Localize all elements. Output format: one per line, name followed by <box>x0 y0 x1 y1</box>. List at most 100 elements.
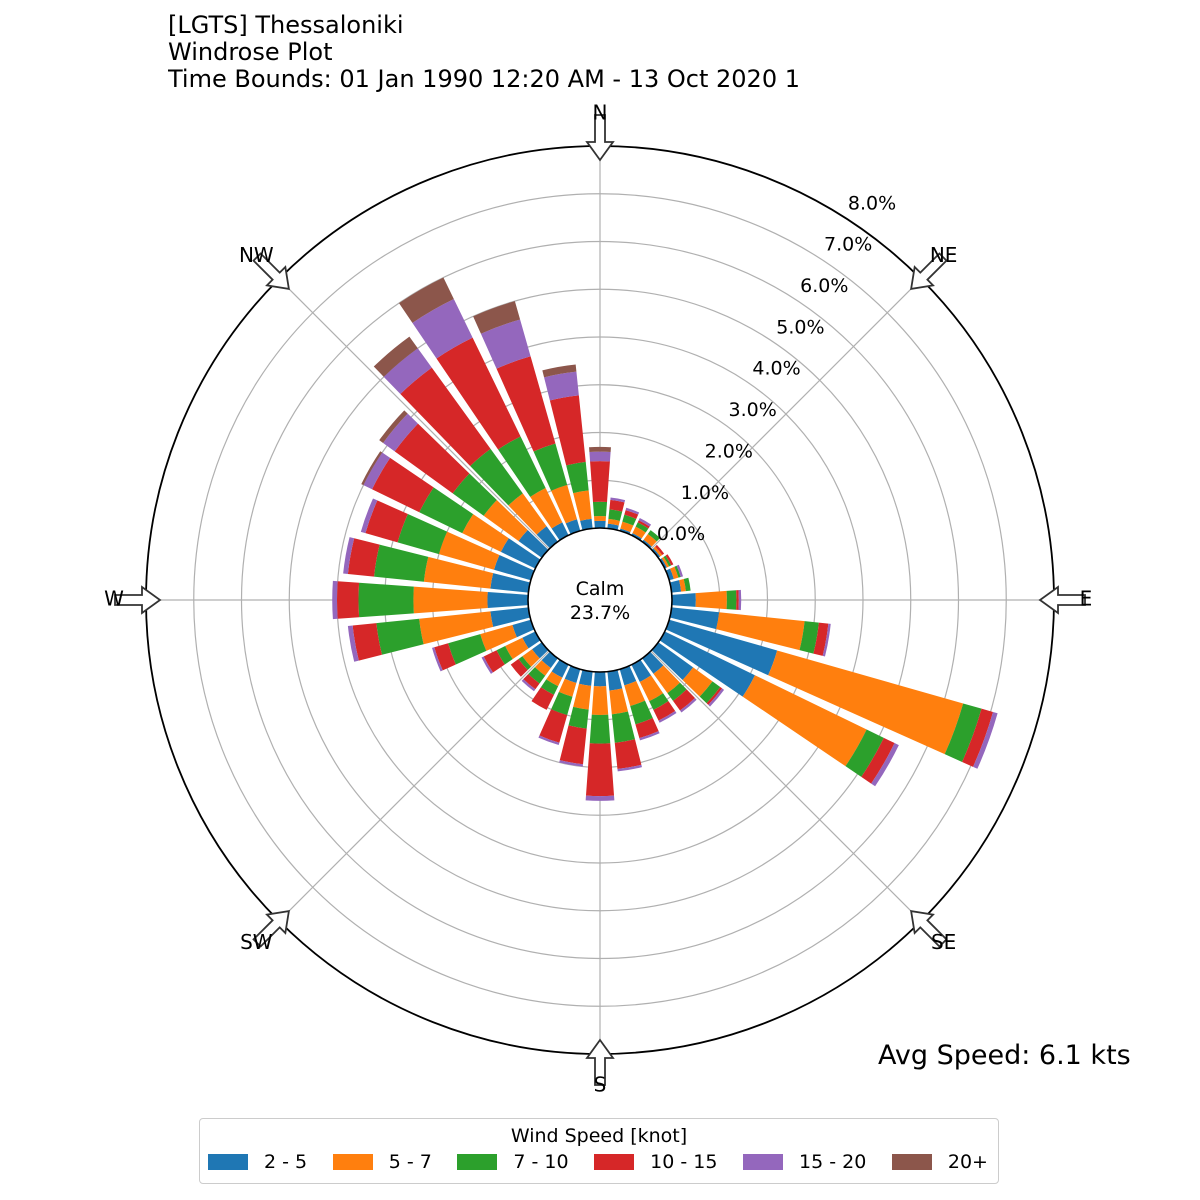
wind-bar-segment <box>632 526 646 539</box>
wind-bar-segment <box>423 556 494 589</box>
wind-bar-segment <box>653 701 676 721</box>
wind-bar-segment <box>373 336 418 377</box>
wind-bar-segment <box>822 623 831 657</box>
radial-tick-label: 8.0% <box>848 192 896 214</box>
wind-bar-segment <box>639 675 664 702</box>
legend-swatch <box>594 1154 635 1170</box>
compass-label: S <box>594 1073 607 1097</box>
wind-bar-segment <box>399 277 454 323</box>
wind-bar-segment <box>663 555 672 567</box>
wind-bar-segment <box>589 446 611 452</box>
wind-bar-segment <box>352 623 382 661</box>
wind-bar-segment <box>637 520 650 529</box>
wind-bar-segment <box>699 681 721 704</box>
legend-item: 15 - 20 <box>743 1151 866 1173</box>
chart-title-block: [LGTS] Thessaloniki Windrose Plot Time B… <box>168 12 818 93</box>
wind-bar-segment <box>498 436 546 497</box>
wind-bar-segment <box>360 498 378 534</box>
wind-bar-segment <box>659 558 667 569</box>
wind-bar-segment <box>530 487 563 529</box>
wind-bar-segment <box>347 625 359 662</box>
wind-bar-segment <box>608 509 623 521</box>
wind-bar-segment <box>580 518 593 531</box>
wind-bar-segment <box>592 501 608 517</box>
wind-bar-segment <box>619 665 637 686</box>
wind-bar-segment <box>589 714 611 744</box>
wind-bar-segment <box>622 514 637 526</box>
compass-arrows <box>114 114 1086 1086</box>
wind-bar-segment <box>708 688 725 707</box>
legend-swatch <box>208 1154 248 1170</box>
wind-bar-segment <box>551 659 569 678</box>
wind-bars <box>332 277 998 801</box>
wind-bar-segment <box>635 718 659 739</box>
radial-tick-label: 6.0% <box>800 275 848 297</box>
wind-bar-segment <box>534 660 551 676</box>
wind-bar-segment <box>358 582 414 618</box>
wind-bar-segment <box>676 564 684 578</box>
wind-bar-segment <box>607 518 620 526</box>
legend-label: 2 - 5 <box>264 1151 308 1173</box>
legend-item: 10 - 15 <box>594 1151 717 1173</box>
wind-bar-segment <box>510 659 528 677</box>
calm-label: Calm <box>576 578 625 600</box>
wind-bar-segment <box>593 671 607 687</box>
wind-bar-segment <box>680 697 697 713</box>
wind-bar-segment <box>669 607 720 630</box>
wind-bar-segment <box>589 451 611 462</box>
wind-bar-segment <box>505 637 529 660</box>
radial-tick-label: 5.0% <box>776 316 824 338</box>
legend: Wind Speed [knot] 2 - 5 5 - 7 7 - 10 10 … <box>199 1118 999 1184</box>
wind-bar-segment <box>625 507 640 515</box>
radial-tick-label: 4.0% <box>752 358 800 380</box>
wind-bar-segment <box>483 500 528 541</box>
wind-bar-segment <box>473 301 521 334</box>
grid-spoke <box>278 650 550 922</box>
wind-bar-segment <box>539 709 568 743</box>
wind-bar-segment <box>674 565 681 578</box>
legend-items: 2 - 5 5 - 7 7 - 10 10 - 15 15 - 20 20+ <box>200 1147 998 1173</box>
wind-bar-segment <box>397 514 448 555</box>
wind-bar-segment <box>682 667 713 697</box>
calm-circle <box>527 527 673 673</box>
wind-bar-segment <box>551 522 569 541</box>
wind-bar-segment <box>438 531 500 570</box>
wind-bar-segment <box>768 650 964 755</box>
wind-bar-segment <box>578 669 593 686</box>
wind-bar-segment <box>651 548 661 558</box>
wind-bar-segment <box>573 490 592 521</box>
wind-bar-segment <box>480 624 517 651</box>
wind-bar-segment <box>332 580 338 620</box>
wind-bar-segment <box>585 743 615 797</box>
wind-bar-segment <box>361 451 383 486</box>
chart-title-plot-type: Windrose Plot <box>168 38 333 66</box>
wind-bar-segment <box>635 522 649 533</box>
wind-bar-segment <box>412 298 473 359</box>
wind-bar-segment <box>973 711 998 769</box>
wind-bar-segment <box>659 631 755 697</box>
wind-bar-segment <box>480 319 531 369</box>
wind-bar-segment <box>590 461 610 502</box>
avg-speed-label: Avg Speed: 6.1 kts <box>878 1040 1131 1071</box>
wind-bar-segment <box>500 538 541 569</box>
wind-bar-segment <box>671 593 696 607</box>
wind-bar-segment <box>653 546 663 557</box>
wind-bar-segment <box>487 591 529 609</box>
wind-bar-segment <box>544 371 579 401</box>
wind-bar-segment <box>372 457 434 513</box>
wind-bar-segment <box>661 556 670 568</box>
wind-bar-segment <box>861 737 895 784</box>
legend-item: 5 - 7 <box>332 1151 432 1173</box>
radial-tick-label: 7.0% <box>824 234 872 256</box>
wind-bar-segment <box>736 590 739 610</box>
wind-bar-segment <box>669 580 682 593</box>
wind-bar-segment <box>452 473 497 516</box>
wind-bar-segment <box>639 731 660 741</box>
chart-title-time-bounds: Time Bounds: 01 Jan 1990 12:20 AM - 13 O… <box>168 65 800 93</box>
wind-bar-segment <box>363 452 391 490</box>
wind-direction-arrow-icon <box>114 585 162 615</box>
wind-bar-segment <box>470 448 523 506</box>
wind-bar-segment <box>670 566 679 579</box>
wind-direction-arrow-icon <box>252 910 290 948</box>
